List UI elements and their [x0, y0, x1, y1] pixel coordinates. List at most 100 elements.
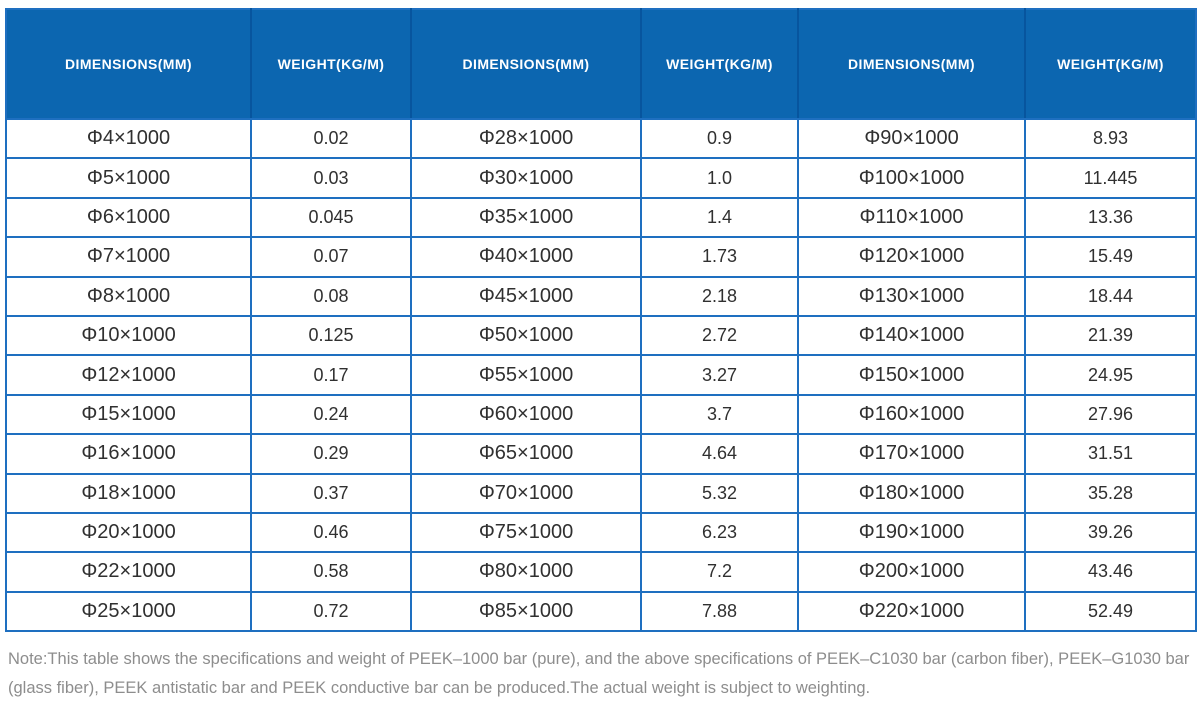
- weight-cell: 0.24: [250, 393, 412, 436]
- dimension-cell: Φ190×1000: [797, 511, 1026, 554]
- weight-cell: 24.95: [1024, 354, 1197, 396]
- dimension-cell: Φ60×1000: [410, 393, 642, 436]
- weight-cell: 4.64: [640, 433, 799, 475]
- weight-cell: 18.44: [1024, 275, 1197, 317]
- dimension-cell: Φ130×1000: [797, 275, 1026, 317]
- dimension-cell: Φ160×1000: [797, 393, 1026, 436]
- weight-cell: 39.26: [1024, 511, 1197, 554]
- weight-cell: 27.96: [1024, 393, 1197, 436]
- weight-cell: 43.46: [1024, 551, 1197, 593]
- header-weight-2: WEIGHT(KG/M): [640, 9, 798, 120]
- weight-cell: 0.07: [250, 236, 412, 278]
- table-row: Φ25×1000 0.72 Φ85×1000 7.88 Φ220×1000 52.49: [5, 590, 1197, 633]
- dimension-cell: Φ8×1000: [5, 275, 252, 317]
- weight-cell: 0.58: [250, 551, 412, 593]
- table-row: Φ22×1000 0.58 Φ80×1000 7.2 Φ200×1000 43.46: [5, 551, 1197, 593]
- dimension-cell: Φ220×1000: [797, 590, 1026, 633]
- dimension-cell: Φ40×1000: [410, 236, 642, 278]
- weight-cell: 5.32: [640, 472, 799, 514]
- dimension-cell: Φ90×1000: [797, 117, 1026, 160]
- dimension-cell: Φ65×1000: [410, 433, 642, 475]
- dimension-cell: Φ18×1000: [5, 472, 252, 514]
- weight-cell: 31.51: [1024, 433, 1197, 475]
- weight-cell: 1.4: [640, 196, 799, 239]
- dimension-cell: Φ100×1000: [797, 157, 1026, 199]
- weight-cell: 0.37: [250, 472, 412, 514]
- dimension-cell: Φ12×1000: [5, 354, 252, 396]
- dimension-cell: Φ28×1000: [410, 117, 642, 160]
- weight-cell: 6.23: [640, 511, 799, 554]
- weight-cell: 0.29: [250, 433, 412, 475]
- table-row: Φ4×1000 0.02 Φ28×1000 0.9 Φ90×1000 8.93: [5, 117, 1197, 160]
- dimension-cell: Φ75×1000: [410, 511, 642, 554]
- weight-cell: 0.17: [250, 354, 412, 396]
- dimension-cell: Φ110×1000: [797, 196, 1026, 239]
- weight-cell: 0.02: [250, 117, 412, 160]
- weight-cell: 0.46: [250, 511, 412, 554]
- dimension-cell: Φ5×1000: [5, 157, 252, 199]
- dimension-cell: Φ10×1000: [5, 314, 252, 357]
- weight-cell: 35.28: [1024, 472, 1197, 514]
- table-row: Φ20×1000 0.46 Φ75×1000 6.23 Φ190×1000 39.26: [5, 511, 1197, 554]
- table-row: Φ7×1000 0.07 Φ40×1000 1.73 Φ120×1000 15.49: [5, 236, 1197, 278]
- dimension-cell: Φ35×1000: [410, 196, 642, 239]
- table-row: Φ6×1000 0.045 Φ35×1000 1.4 Φ110×1000 13.36: [5, 196, 1197, 239]
- spec-table-header: DIMENSIONS(MM) WEIGHT(KG/M) DIMENSIONS(M…: [6, 9, 1196, 120]
- dimension-cell: Φ180×1000: [797, 472, 1026, 514]
- header-row: DIMENSIONS(MM) WEIGHT(KG/M) DIMENSIONS(M…: [6, 9, 1196, 120]
- dimension-cell: Φ22×1000: [5, 551, 252, 593]
- weight-cell: 2.18: [640, 275, 799, 317]
- table-note: Note:This table shows the specifications…: [8, 650, 1190, 698]
- weight-cell: 52.49: [1024, 590, 1197, 633]
- weight-cell: 8.93: [1024, 117, 1197, 160]
- weight-cell: 3.7: [640, 393, 799, 436]
- spec-table: DIMENSIONS(MM) WEIGHT(KG/M) DIMENSIONS(M…: [5, 8, 1197, 633]
- dimension-cell: Φ200×1000: [797, 551, 1026, 593]
- weight-cell: 0.08: [250, 275, 412, 317]
- header-dimensions-1: DIMENSIONS(MM): [6, 9, 251, 120]
- weight-cell: 1.0: [640, 157, 799, 199]
- dimension-cell: Φ170×1000: [797, 433, 1026, 475]
- weight-cell: 0.9: [640, 117, 799, 160]
- dimension-cell: Φ50×1000: [410, 314, 642, 357]
- dimension-cell: Φ80×1000: [410, 551, 642, 593]
- dimension-cell: Φ30×1000: [410, 157, 642, 199]
- table-row: Φ10×1000 0.125 Φ50×1000 2.72 Φ140×1000 21.39: [5, 314, 1197, 357]
- dimension-cell: Φ16×1000: [5, 433, 252, 475]
- table-row: Φ5×1000 0.03 Φ30×1000 1.0 Φ100×1000 11.445: [5, 157, 1197, 199]
- dimension-cell: Φ45×1000: [410, 275, 642, 317]
- dimension-cell: Φ4×1000: [5, 117, 252, 160]
- weight-cell: 0.125: [250, 314, 412, 357]
- dimension-cell: Φ70×1000: [410, 472, 642, 514]
- table-row: Φ15×1000 0.24 Φ60×1000 3.7 Φ160×1000 27.96: [5, 393, 1197, 436]
- spec-table-body: Φ4×1000 0.02 Φ28×1000 0.9 Φ90×1000 8.93 Φ5×100…: [5, 117, 1197, 633]
- dimension-cell: Φ85×1000: [410, 590, 642, 633]
- weight-cell: 7.2: [640, 551, 799, 593]
- weight-cell: 0.72: [250, 590, 412, 633]
- dimension-cell: Φ15×1000: [5, 393, 252, 436]
- dimension-cell: Φ150×1000: [797, 354, 1026, 396]
- dimension-cell: Φ20×1000: [5, 511, 252, 554]
- weight-cell: 2.72: [640, 314, 799, 357]
- weight-cell: 15.49: [1024, 236, 1197, 278]
- weight-cell: 13.36: [1024, 196, 1197, 239]
- dimension-cell: Φ6×1000: [5, 196, 252, 239]
- dimension-cell: Φ7×1000: [5, 236, 252, 278]
- dimension-cell: Φ140×1000: [797, 314, 1026, 357]
- table-row: Φ12×1000 0.17 Φ55×1000 3.27 Φ150×1000 24.95: [5, 354, 1197, 396]
- table-row: Φ16×1000 0.29 Φ65×1000 4.64 Φ170×1000 31.51: [5, 433, 1197, 475]
- dimension-cell: Φ25×1000: [5, 590, 252, 633]
- weight-cell: 21.39: [1024, 314, 1197, 357]
- dimension-cell: Φ120×1000: [797, 236, 1026, 278]
- table-row: Φ18×1000 0.37 Φ70×1000 5.32 Φ180×1000 35.28: [5, 472, 1197, 514]
- weight-cell: 11.445: [1024, 157, 1197, 199]
- header-dimensions-2: DIMENSIONS(MM): [410, 9, 641, 120]
- header-weight-1: WEIGHT(KG/M): [250, 9, 411, 120]
- weight-cell: 0.045: [250, 196, 412, 239]
- weight-cell: 7.88: [640, 590, 799, 633]
- table-row: Φ8×1000 0.08 Φ45×1000 2.18 Φ130×1000 18.44: [5, 275, 1197, 317]
- weight-cell: 3.27: [640, 354, 799, 396]
- weight-cell: 1.73: [640, 236, 799, 278]
- dimension-cell: Φ55×1000: [410, 354, 642, 396]
